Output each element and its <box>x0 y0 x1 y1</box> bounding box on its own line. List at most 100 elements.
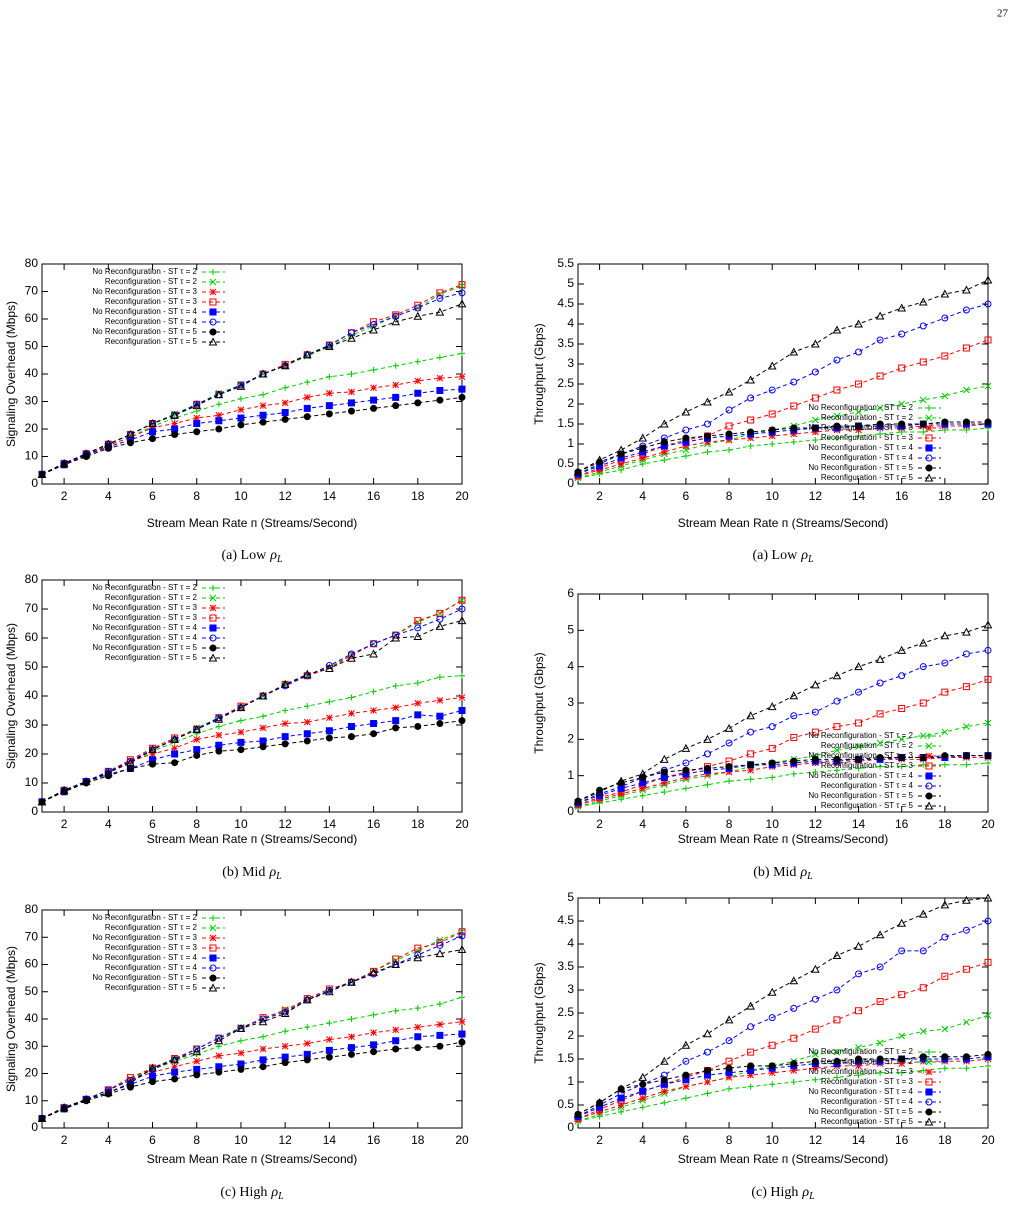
data-point <box>920 1067 927 1074</box>
data-point <box>833 986 841 994</box>
data-point <box>962 1053 970 1061</box>
caption-subscript: L <box>276 554 283 565</box>
data-point <box>919 947 927 955</box>
series-line <box>41 396 463 475</box>
data-point <box>833 1048 841 1056</box>
caption-symbol: ρ <box>269 548 277 563</box>
data-point <box>703 734 712 743</box>
data-point <box>414 624 422 632</box>
data-point <box>237 1060 245 1068</box>
data-point <box>127 757 134 765</box>
data-point <box>638 769 648 778</box>
data-point <box>876 710 884 718</box>
data-point <box>682 453 689 459</box>
x-tick-label: 6 <box>149 1133 156 1147</box>
data-point <box>149 750 156 758</box>
data-point <box>347 653 356 662</box>
data-point <box>898 420 906 428</box>
data-point <box>876 372 884 380</box>
legend-label: No Reconfiguration - ST τ = 3 <box>808 1067 913 1076</box>
data-point <box>37 469 47 478</box>
data-point <box>747 434 754 442</box>
x-tick-label: 10 <box>766 1133 780 1147</box>
data-point <box>768 723 776 731</box>
data-point <box>639 461 646 467</box>
data-point <box>347 650 355 658</box>
data-point <box>855 426 862 434</box>
data-point <box>457 616 467 625</box>
data-point <box>215 411 223 419</box>
data-point <box>768 410 776 418</box>
data-point <box>149 760 157 768</box>
legend-label: Reconfiguration - ST τ = 4 <box>821 781 914 790</box>
data-point <box>984 382 992 390</box>
series-line <box>577 961 989 1120</box>
data-point <box>436 387 444 394</box>
x-tick-label: 14 <box>323 817 337 831</box>
data-point <box>435 621 445 630</box>
data-point <box>436 1001 443 1008</box>
data-point <box>747 766 754 774</box>
data-point <box>790 770 797 777</box>
y-tick-label: 60 <box>25 311 39 325</box>
data-point <box>414 399 422 407</box>
data-point <box>703 397 712 406</box>
data-point <box>348 371 355 377</box>
y-tick-label: 2.5 <box>557 376 574 390</box>
data-point <box>436 1042 444 1050</box>
caption-symbol: ρ <box>270 1185 278 1200</box>
data-point <box>768 1041 776 1049</box>
data-point <box>746 375 755 384</box>
data-point <box>193 420 201 427</box>
y-tick-label: 2 <box>567 732 574 746</box>
caption-symbol: ρ <box>268 865 276 880</box>
data-point <box>812 428 819 436</box>
data-point <box>898 1032 906 1040</box>
x-axis-label: Stream Mean Rate п (Streams/Second) <box>147 832 358 846</box>
chart: 0 10 20 30 40 50 60 70 80 2 4 6 8 10 12 14 16 18 20 Stream … <box>4 902 469 1202</box>
data-point <box>833 746 841 754</box>
data-point <box>704 1078 711 1086</box>
data-point <box>704 449 711 455</box>
data-point <box>984 958 992 966</box>
data-point <box>725 757 733 765</box>
data-point <box>149 1078 157 1086</box>
data-point <box>659 1056 669 1065</box>
legend-label: Reconfiguration - ST τ = 3 <box>105 943 198 952</box>
data-point <box>148 418 157 427</box>
data-point <box>747 428 755 436</box>
y-tick-label: 20 <box>25 746 39 760</box>
legend-marker <box>209 634 217 642</box>
x-tick-label: 12 <box>278 817 292 831</box>
legend-label: Reconfiguration - ST τ = 2 <box>821 741 914 750</box>
x-tick-label: 10 <box>234 1133 248 1147</box>
y-tick-label: 30 <box>25 394 39 408</box>
data-point <box>618 796 625 803</box>
data-point <box>811 728 819 736</box>
x-tick-label: 12 <box>278 489 292 503</box>
data-point <box>875 930 885 939</box>
data-point <box>682 766 690 774</box>
data-point <box>984 1011 992 1019</box>
y-axis-label: Throughput (Gbps) <box>532 962 546 1063</box>
data-point <box>392 1037 400 1045</box>
legend-label: Reconfiguration - ST τ = 4 <box>105 317 198 326</box>
data-point <box>414 1023 422 1031</box>
data-point <box>414 304 422 312</box>
x-tick-label: 20 <box>455 1133 469 1147</box>
data-point <box>876 420 884 428</box>
series-line <box>41 376 463 475</box>
data-point <box>833 435 840 441</box>
y-tick-label: 40 <box>25 1011 39 1025</box>
data-point <box>918 638 928 647</box>
legend-label: No Reconfiguration - ST τ = 3 <box>92 933 197 942</box>
data-point <box>436 289 444 297</box>
data-point <box>280 361 290 370</box>
data-point <box>941 418 949 426</box>
data-point <box>877 431 884 437</box>
data-point <box>458 393 466 401</box>
legend-label: No Reconfiguration - ST τ = 3 <box>808 751 913 760</box>
data-point <box>832 325 842 334</box>
legend-marker <box>209 288 217 296</box>
